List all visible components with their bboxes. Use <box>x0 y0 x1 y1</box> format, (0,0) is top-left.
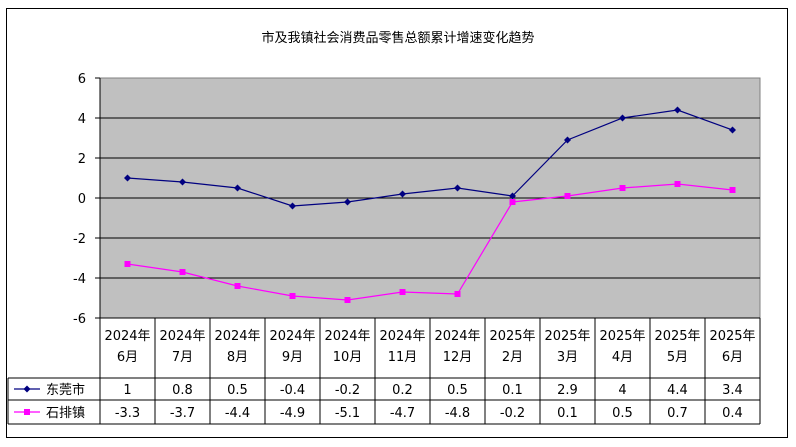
data-point <box>509 192 516 200</box>
data-point <box>399 190 406 198</box>
category-label: 2024年 <box>379 329 425 344</box>
y-tick-label: -4 <box>73 272 86 287</box>
legend-marker <box>23 385 31 393</box>
data-point <box>289 293 296 299</box>
table-cell-value: -4.8 <box>445 406 470 421</box>
data-point <box>674 181 681 187</box>
table-cell-value: 2.9 <box>557 383 578 398</box>
y-tick-label: 6 <box>78 72 86 87</box>
data-point <box>124 174 131 182</box>
table-cell-value: 0.5 <box>447 383 468 398</box>
legend-label: 石排镇 <box>46 406 85 421</box>
data-point <box>234 184 241 192</box>
data-point <box>124 261 131 267</box>
category-label: 2024年 <box>159 329 205 344</box>
category-label: 2024年 <box>324 329 370 344</box>
category-label: 2025年 <box>544 329 590 344</box>
table-cell-value: -4.7 <box>390 406 415 421</box>
table-cell-value: 0.5 <box>612 406 633 421</box>
table-cell-value: 0.1 <box>557 406 578 421</box>
legend-marker <box>24 409 30 415</box>
data-point <box>179 269 186 275</box>
data-point <box>729 126 736 134</box>
legend-label: 东莞市 <box>46 382 85 398</box>
table-cell-value: 0.7 <box>667 406 688 421</box>
table-cell-value: 0.1 <box>502 383 523 398</box>
y-tick-label: 2 <box>78 152 86 167</box>
data-point <box>564 193 571 199</box>
category-label: 2025年 <box>709 329 755 344</box>
category-label: 11月 <box>388 350 418 365</box>
category-label: 2024年 <box>104 329 150 344</box>
table-cell-value: 1 <box>123 383 131 398</box>
chart-title: 市及我镇社会消费品零售总额累计增速变化趋势 <box>261 31 535 46</box>
table-cell-value: -5.1 <box>335 406 360 421</box>
category-label: 7月 <box>172 350 193 365</box>
y-tick-label: -6 <box>73 312 86 327</box>
category-label: 2024年 <box>269 329 315 344</box>
data-point <box>509 199 516 205</box>
table-cell-value: -4.9 <box>280 406 305 421</box>
data-point <box>674 106 681 114</box>
table-cell-value: -0.4 <box>280 383 305 398</box>
category-label: 8月 <box>227 350 248 365</box>
data-point <box>454 291 461 297</box>
table-cell-value: 3.4 <box>722 383 743 398</box>
table-cell-value: 0.8 <box>172 383 193 398</box>
data-point <box>344 198 351 206</box>
category-label: 6月 <box>117 350 138 365</box>
table-cell-value: -0.2 <box>335 383 360 398</box>
category-label: 5月 <box>667 350 688 365</box>
category-label: 2月 <box>502 350 523 365</box>
data-point <box>399 289 406 295</box>
data-point <box>729 187 736 193</box>
table-cell-value: -0.2 <box>500 406 525 421</box>
data-point <box>619 114 626 122</box>
table-cell-value: 0.2 <box>392 383 413 398</box>
category-label: 12月 <box>443 350 473 365</box>
category-label: 2025年 <box>599 329 645 344</box>
y-tick-label: 0 <box>78 192 86 207</box>
category-label: 6月 <box>722 350 743 365</box>
y-tick-label: 4 <box>78 112 86 127</box>
data-point <box>234 283 241 289</box>
category-label: 2024年 <box>434 329 480 344</box>
series-line <box>127 183 733 301</box>
data-point <box>454 184 461 192</box>
category-label: 3月 <box>557 350 578 365</box>
data-point <box>344 297 351 303</box>
table-cell-value: -3.3 <box>115 406 140 421</box>
data-point <box>619 185 626 191</box>
data-point <box>289 202 296 210</box>
y-tick-label: -2 <box>73 232 86 247</box>
category-label: 2025年 <box>489 329 535 344</box>
category-label: 9月 <box>282 350 303 365</box>
table-cell-value: 0.5 <box>227 383 248 398</box>
table-cell-value: 0.4 <box>722 406 743 421</box>
table-cell-value: 4 <box>618 383 626 398</box>
data-point <box>564 136 571 144</box>
table-cell-value: -4.4 <box>225 406 250 421</box>
data-point <box>179 178 186 186</box>
category-label: 10月 <box>333 350 363 365</box>
category-label: 2025年 <box>654 329 700 344</box>
table-cell-value: 4.4 <box>667 383 688 398</box>
series-line <box>127 109 733 207</box>
category-label: 4月 <box>612 350 633 365</box>
table-cell-value: -3.7 <box>170 406 195 421</box>
category-label: 2024年 <box>214 329 260 344</box>
